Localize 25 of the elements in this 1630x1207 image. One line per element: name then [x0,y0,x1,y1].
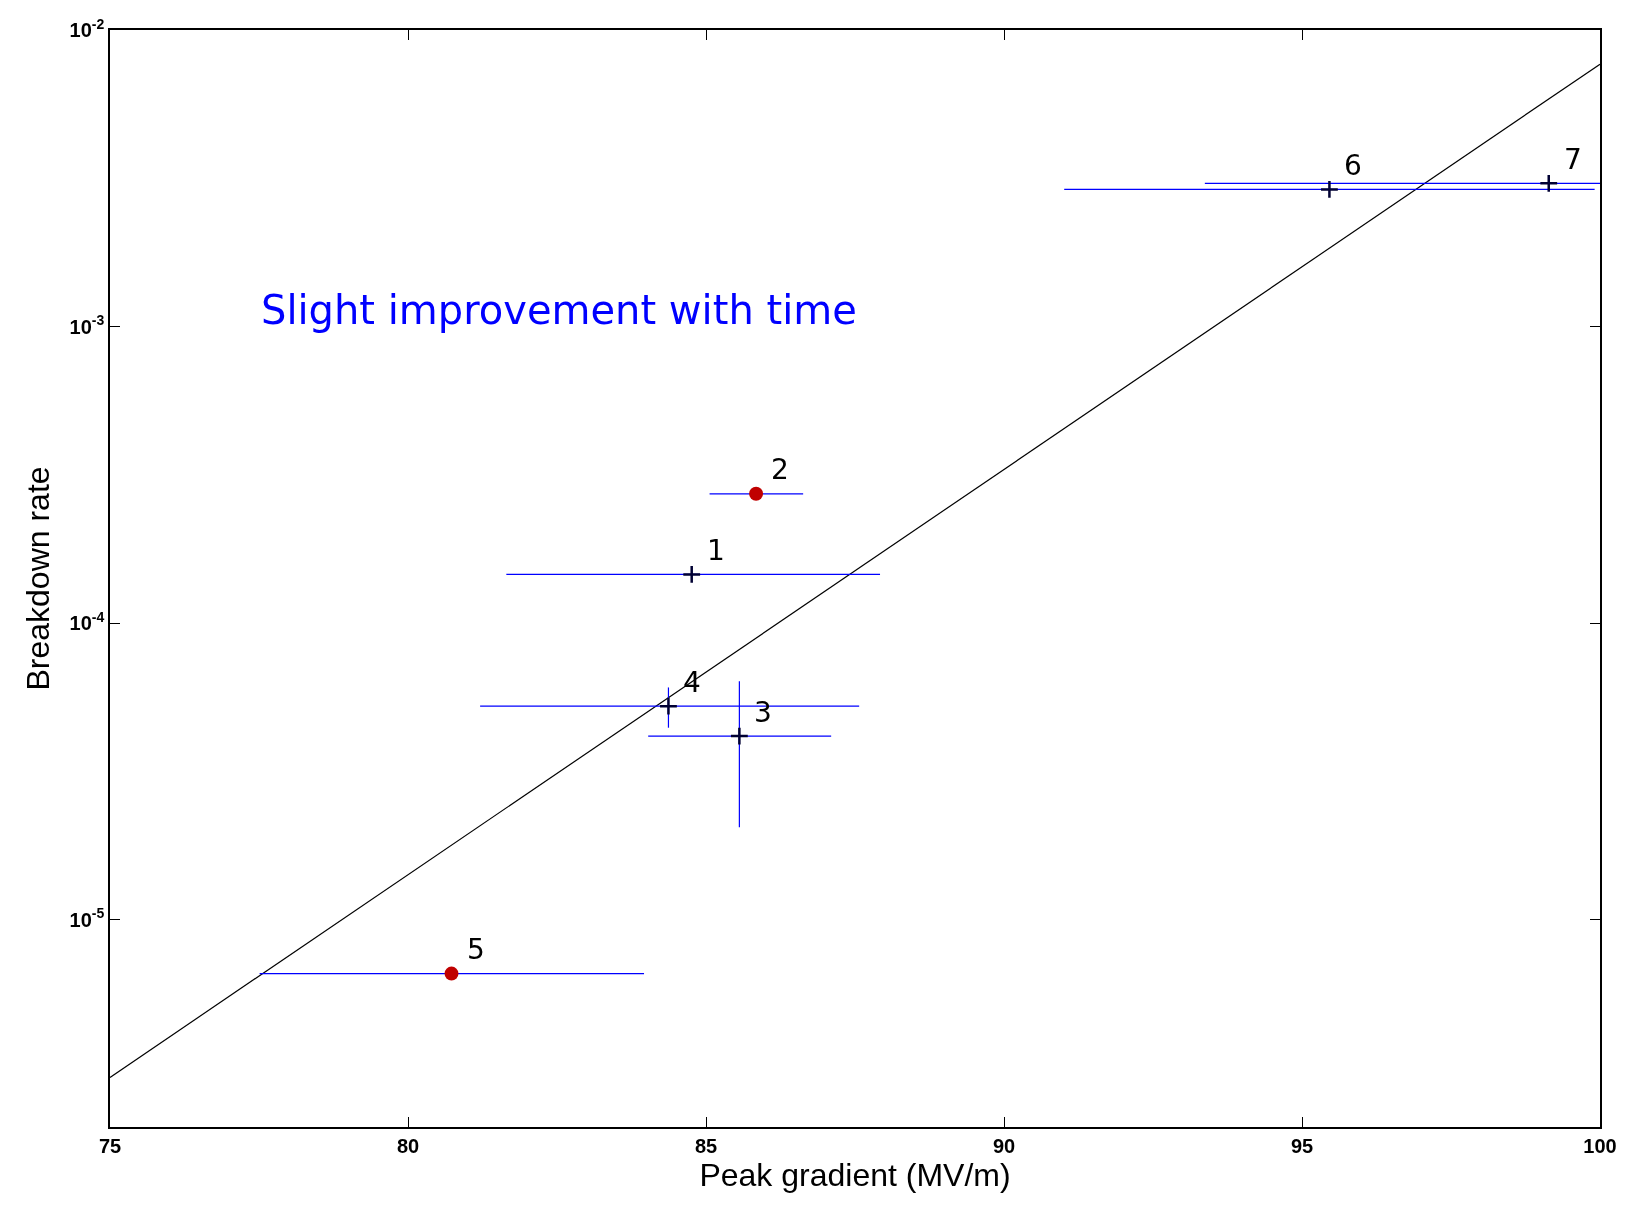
annotation: 5 [467,933,485,966]
x-tick-label: 75 [98,1134,122,1157]
point [749,486,764,501]
y-tick-label: 10$^{-4}$ [69,608,105,635]
x-axis-title: Peak gradient (MV/m) [699,1156,1011,1193]
point [729,726,750,746]
point [1319,179,1340,200]
annotation: 6 [1344,149,1362,182]
x-tick-label: 80 [396,1134,420,1157]
y-axis-title: Breakdown rate [20,466,57,691]
point [682,564,702,585]
x-tick-label: 90 [992,1134,1016,1157]
point [1539,173,1559,194]
x-tick-label: 95 [1290,1134,1314,1157]
y-tick-label: 10$^{-3}$ [69,312,105,338]
y-tick-label: 10$^{-2}$ [69,15,105,41]
annotation: 7 [1564,143,1582,176]
x-tick-label: 85 [694,1134,718,1157]
x-tick-label: 100 [1583,1134,1617,1157]
point [444,966,459,981]
annotation: 1 [707,534,725,567]
annotation: 2 [771,453,789,486]
y-tick-label: 10$^{-5}$ [69,905,105,931]
annotation: Slight improvement with time [261,287,857,333]
point [658,696,679,716]
